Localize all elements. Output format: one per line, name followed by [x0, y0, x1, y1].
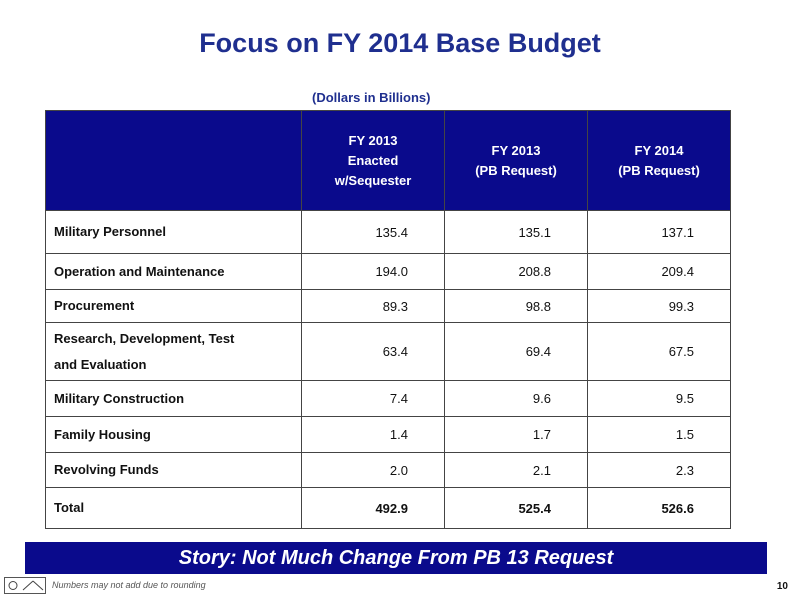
header-row: FY 2013 Enacted w/Sequester FY 2013 (PB … [45, 110, 731, 211]
header-fy2014-pb: FY 2014 (PB Request) [587, 110, 731, 211]
header-line: FY 2013 [491, 142, 541, 158]
header-line: (PB Request) [475, 162, 557, 178]
row-label: Military Construction [45, 380, 302, 417]
table-row: Procurement 89.3 98.8 99.3 [45, 289, 731, 323]
value-cell: 89.3 [301, 289, 445, 323]
table-row: Military Construction 7.4 9.6 9.5 [45, 380, 731, 417]
row-label: Military Personnel [45, 210, 302, 254]
story-banner: Story: Not Much Change From PB 13 Reques… [25, 542, 767, 574]
total-row: Total 492.9 525.4 526.6 [45, 487, 731, 529]
value-cell: 209.4 [587, 253, 731, 290]
row-label: Research, Development, Test and Evaluati… [45, 322, 302, 381]
row-label-line: Research, Development, Test [54, 330, 235, 346]
units-subtitle: (Dollars in Billions) [312, 90, 431, 105]
row-label: Procurement [45, 289, 302, 323]
header-line: Enacted [347, 152, 399, 168]
rounding-footnote: Numbers may not add due to rounding [52, 580, 206, 590]
row-label: Family Housing [45, 416, 302, 453]
total-value-cell: 526.6 [587, 487, 731, 529]
value-cell: 2.1 [444, 452, 588, 488]
value-cell: 135.4 [301, 210, 445, 254]
total-value-cell: 492.9 [301, 487, 445, 529]
value-cell: 67.5 [587, 322, 731, 381]
value-cell: 9.6 [444, 380, 588, 417]
value-cell: 7.4 [301, 380, 445, 417]
row-label: Operation and Maintenance [45, 253, 302, 290]
table-row: Revolving Funds 2.0 2.1 2.3 [45, 452, 731, 488]
table-row: Operation and Maintenance 194.0 208.8 20… [45, 253, 731, 290]
budget-table: FY 2013 Enacted w/Sequester FY 2013 (PB … [45, 110, 731, 529]
value-cell: 208.8 [444, 253, 588, 290]
value-cell: 135.1 [444, 210, 588, 254]
total-label: Total [45, 487, 302, 529]
header-line: w/Sequester [334, 172, 412, 188]
page-number: 10 [776, 581, 788, 592]
value-cell: 99.3 [587, 289, 731, 323]
table-row: Research, Development, Test and Evaluati… [45, 322, 731, 381]
logo-graphic [8, 580, 44, 591]
table-row: Family Housing 1.4 1.7 1.5 [45, 416, 731, 453]
value-cell: 1.4 [301, 416, 445, 453]
header-fy2013-pb: FY 2013 (PB Request) [444, 110, 588, 211]
row-label: Revolving Funds [45, 452, 302, 488]
value-cell: 137.1 [587, 210, 731, 254]
table-row: Military Personnel 135.4 135.1 137.1 [45, 210, 731, 254]
header-blank-cell [45, 110, 302, 211]
logo-icon [4, 577, 46, 594]
value-cell: 63.4 [301, 322, 445, 381]
value-cell: 9.5 [587, 380, 731, 417]
header-line: FY 2014 [634, 142, 684, 158]
value-cell: 98.8 [444, 289, 588, 323]
total-value-cell: 525.4 [444, 487, 588, 529]
header-line: FY 2013 [348, 132, 398, 148]
value-cell: 1.5 [587, 416, 731, 453]
row-label-line: and Evaluation [54, 356, 147, 372]
header-fy2013-enacted: FY 2013 Enacted w/Sequester [301, 110, 445, 211]
value-cell: 2.0 [301, 452, 445, 488]
page-title: Focus on FY 2014 Base Budget [199, 28, 601, 58]
value-cell: 2.3 [587, 452, 731, 488]
value-cell: 69.4 [444, 322, 588, 381]
header-line: (PB Request) [618, 162, 700, 178]
value-cell: 194.0 [301, 253, 445, 290]
value-cell: 1.7 [444, 416, 588, 453]
